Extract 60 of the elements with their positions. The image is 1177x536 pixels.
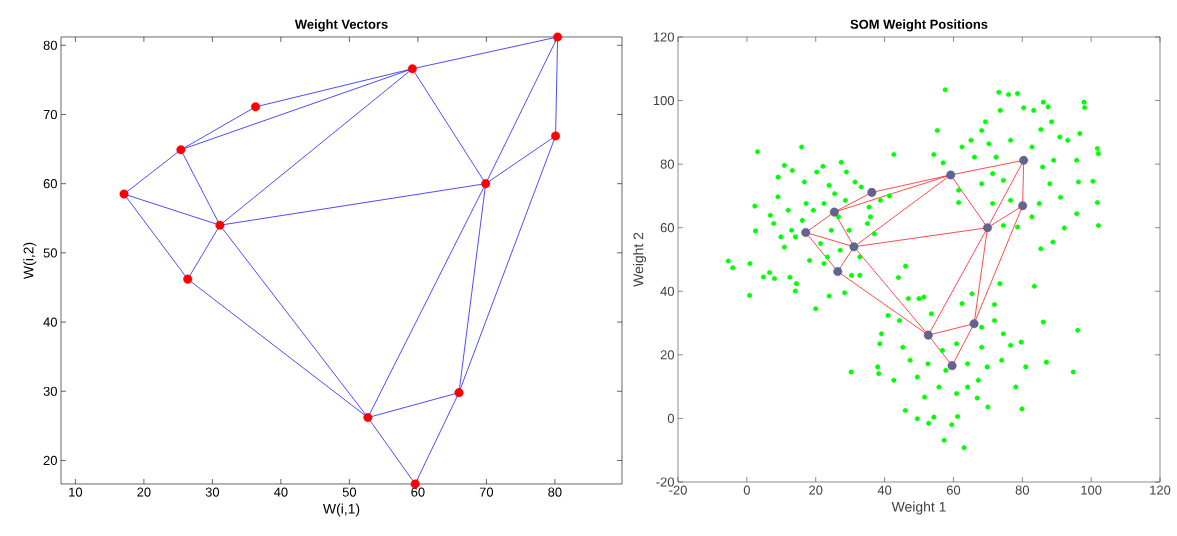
y-tick-label: 0 (667, 413, 674, 423)
point (1018, 201, 1028, 211)
point (849, 242, 859, 252)
point (833, 267, 843, 277)
x-tick-label: 20 (809, 485, 823, 495)
x-axis-title: Weight 1 (891, 501, 946, 515)
y-tick-label: 20 (43, 455, 57, 466)
x-tick-label: 0 (743, 485, 750, 495)
chart-title: SOM Weight Positions (850, 19, 988, 32)
x-tick-label: 20 (137, 487, 151, 497)
point (481, 179, 491, 189)
x-tick-label: 120 (1150, 485, 1171, 495)
point (947, 361, 957, 371)
y-tick-label: 40 (660, 286, 674, 296)
x-tick-label: 80 (1015, 485, 1029, 495)
point (176, 145, 186, 155)
y-axis-title: W(i,2) (23, 242, 37, 280)
x-tick-label: 40 (273, 487, 288, 497)
point (215, 220, 225, 230)
point (363, 413, 373, 423)
y-tick-label: 120 (653, 32, 674, 42)
x-tick-label: 60 (946, 485, 961, 495)
y-tick-label: 80 (43, 40, 57, 50)
point (983, 223, 993, 233)
point (801, 227, 811, 237)
x-tick-label: 70 (479, 487, 494, 497)
point (553, 32, 563, 42)
point (119, 189, 129, 199)
x-tick-label: 10 (69, 487, 83, 497)
x-tick-label: 60 (411, 487, 425, 497)
y-tick-label: -20 (656, 477, 674, 487)
chart-title: Weight Vectors (294, 19, 388, 32)
point (829, 207, 839, 217)
x-tick-label: 100 (1081, 485, 1102, 495)
y-tick-label: 20 (660, 350, 674, 360)
x-tick-label: 40 (877, 485, 892, 495)
y-tick-label: 40 (43, 317, 57, 327)
y-tick-label: 60 (43, 179, 57, 189)
y-tick-label: 30 (43, 386, 57, 396)
x-tick-label: 30 (205, 487, 220, 497)
point (454, 388, 464, 398)
x-axis-title: W(i,1) (322, 503, 360, 517)
point (923, 330, 933, 340)
y-tick-label: 70 (43, 109, 57, 120)
y-axis-title: Weight 2 (633, 232, 647, 287)
point (407, 64, 417, 74)
y-tick-label: 100 (653, 95, 674, 106)
point (251, 102, 261, 112)
point (969, 319, 979, 329)
point (1019, 155, 1029, 165)
x-tick-label: -20 (669, 485, 687, 495)
point (946, 170, 956, 180)
point (183, 274, 193, 284)
point (867, 187, 877, 197)
y-tick-label: 60 (660, 223, 674, 233)
y-tick-label: 80 (660, 159, 674, 169)
point (551, 131, 561, 141)
x-tick-label: 80 (548, 487, 562, 497)
y-tick-label: 50 (43, 248, 57, 258)
x-tick-label: 50 (342, 487, 357, 497)
